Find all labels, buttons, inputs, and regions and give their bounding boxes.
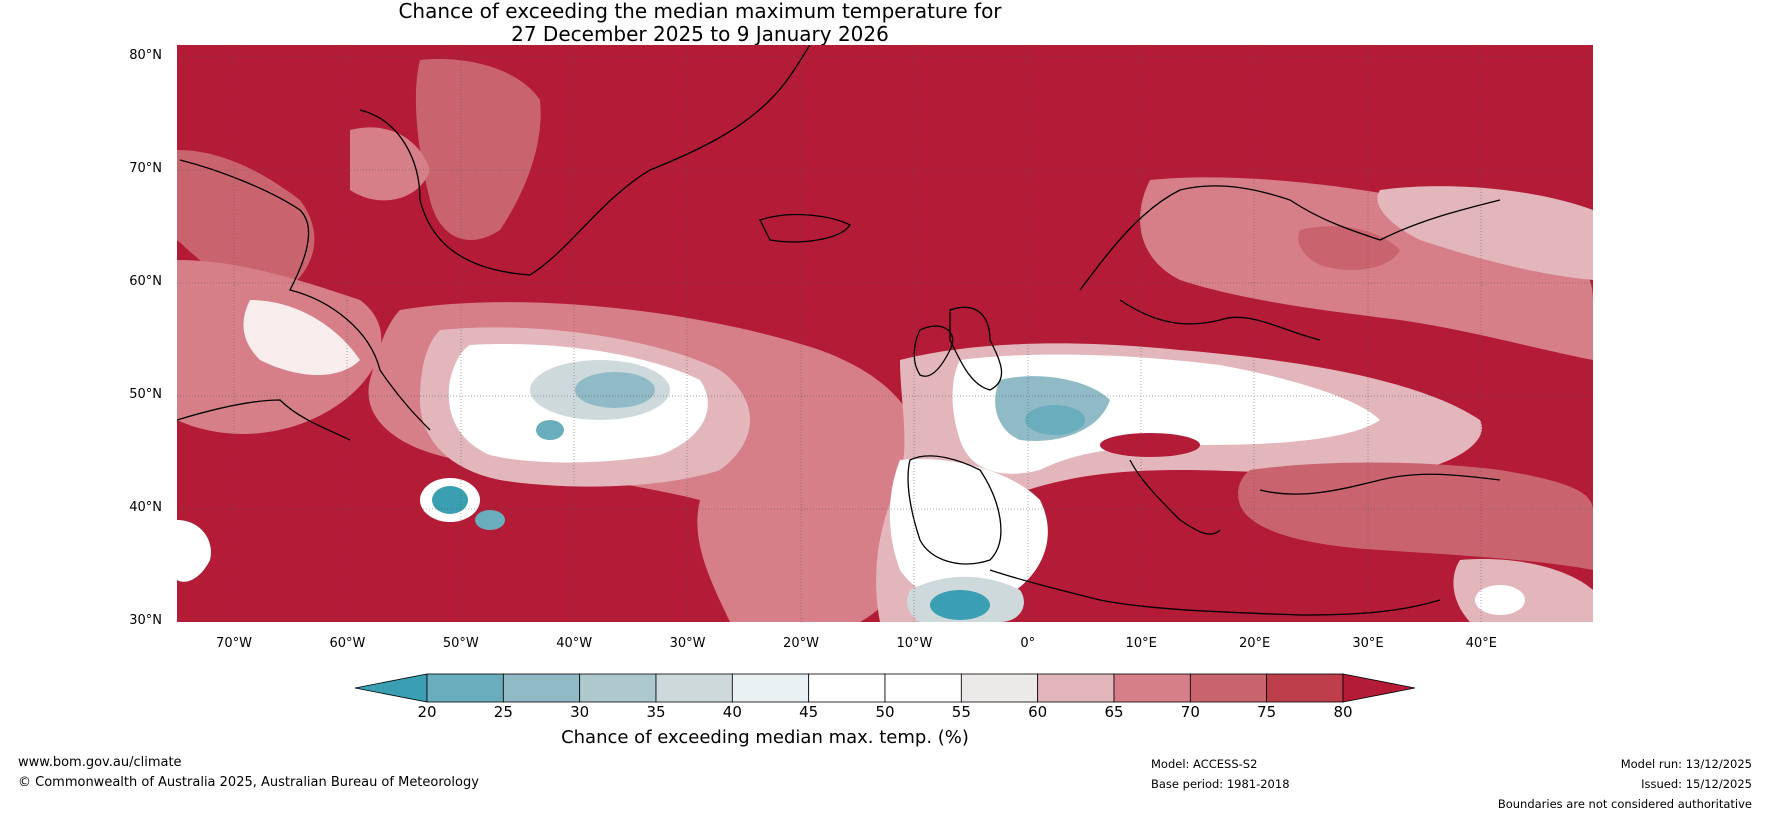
colorbar-tick-label: 60 — [1028, 703, 1047, 721]
colorbar-segment — [1190, 674, 1266, 702]
lon-label: 40°E — [1466, 636, 1497, 651]
colorbar-tick-label: 50 — [875, 703, 894, 721]
colorbar-segment — [732, 674, 808, 702]
footer-url: www.bom.gov.au/climate — [18, 755, 182, 770]
footer-issued: Issued: 15/12/2025 — [1641, 777, 1752, 791]
colorbar-tick-label: 25 — [494, 703, 513, 721]
footer-disclaimer: Boundaries are not considered authoritat… — [1498, 797, 1752, 811]
colorbar-tick-label: 45 — [799, 703, 818, 721]
colorbar-tick-label: 55 — [952, 703, 971, 721]
lat-label: 30°N — [0, 613, 162, 628]
lon-label: 10°W — [896, 636, 932, 651]
colorbar-segment — [1038, 674, 1114, 702]
colorbar-segment — [580, 674, 656, 702]
lon-label: 60°W — [329, 636, 365, 651]
colorbar-segment — [1114, 674, 1190, 702]
lat-label: 80°N — [0, 48, 162, 63]
colorbar-extend-high — [1343, 674, 1415, 702]
lat-label: 50°N — [0, 387, 162, 402]
colorbar-extend-low — [355, 674, 427, 702]
colorbar-segment — [503, 674, 579, 702]
colorbar-segment — [885, 674, 961, 702]
lon-label: 40°W — [556, 636, 592, 651]
colorbar — [355, 674, 1415, 702]
lat-label: 70°N — [0, 161, 162, 176]
colorbar-segment — [656, 674, 732, 702]
colorbar-title: Chance of exceeding median max. temp. (%… — [0, 727, 1650, 748]
colorbar-tick-label: 80 — [1333, 703, 1352, 721]
colorbar-tick-label: 30 — [570, 703, 589, 721]
probability-field — [177, 45, 1593, 622]
colorbar-tick-label: 40 — [723, 703, 742, 721]
lat-label: 40°N — [0, 500, 162, 515]
colorbar-tick-label: 20 — [417, 703, 436, 721]
footer-copyright: © Commonwealth of Australia 2025, Austra… — [18, 775, 479, 790]
lon-label: 30°E — [1352, 636, 1383, 651]
lon-label: 30°W — [670, 636, 706, 651]
colorbar-tick-label: 65 — [1104, 703, 1123, 721]
lon-label: 20°W — [783, 636, 819, 651]
colorbar-tick-label: 70 — [1181, 703, 1200, 721]
footer-model-run: Model run: 13/12/2025 — [1621, 757, 1752, 771]
footer-base-period: Base period: 1981-2018 — [1151, 777, 1290, 791]
colorbar-segment — [1267, 674, 1343, 702]
colorbar-tick-label: 35 — [646, 703, 665, 721]
lon-label: 50°W — [443, 636, 479, 651]
colorbar-segment — [961, 674, 1037, 702]
colorbar-tick-label: 75 — [1257, 703, 1276, 721]
lat-label: 60°N — [0, 274, 162, 289]
lon-label: 10°E — [1126, 636, 1157, 651]
colorbar-segment — [809, 674, 885, 702]
lon-label: 0° — [1020, 636, 1035, 651]
lon-label: 70°W — [216, 636, 252, 651]
colorbar-segment — [427, 674, 503, 702]
footer-model: Model: ACCESS-S2 — [1151, 757, 1257, 771]
lon-label: 20°E — [1239, 636, 1270, 651]
